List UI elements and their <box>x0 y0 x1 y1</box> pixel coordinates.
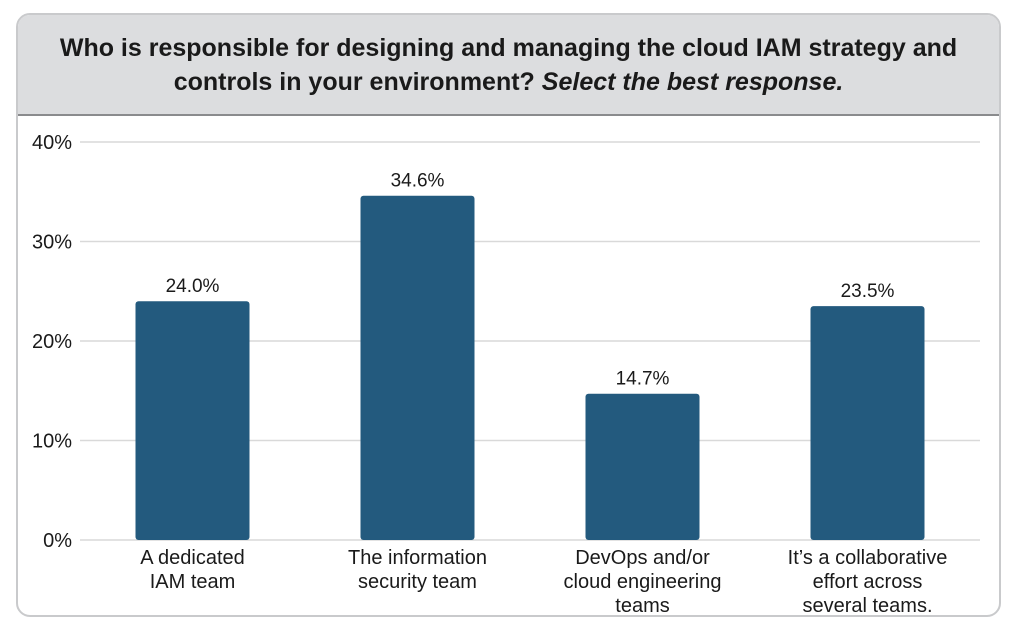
chart-title-line-2-text: controls in your environment? <box>173 67 535 96</box>
category-label: A dedicated <box>140 547 245 569</box>
chart-subtitle: Select the best response. <box>541 67 844 96</box>
bar <box>585 393 700 540</box>
data-label: 14.7% <box>616 369 670 390</box>
category-label: cloud engineering <box>564 571 722 593</box>
y-tick-label: 0% <box>43 530 72 552</box>
chart-title-line-1: Who is responsible for designing and man… <box>59 33 958 62</box>
category-label: security team <box>358 571 477 593</box>
chart-header: Who is responsible for designing and man… <box>18 15 999 114</box>
bar <box>810 306 925 540</box>
category-label: The information <box>348 547 487 569</box>
data-label: 34.6% <box>391 171 445 192</box>
category-label: effort across <box>813 571 923 593</box>
y-tick-label: 40% <box>32 132 72 154</box>
category-label: DevOps and/or <box>575 547 710 569</box>
category-label: IAM team <box>150 571 236 593</box>
category-label: several teams. <box>802 595 932 617</box>
y-tick-label: 10% <box>32 431 72 453</box>
bar <box>360 195 475 540</box>
data-label: 24.0% <box>166 276 220 297</box>
chart-title-line-2: controls in your environment? Select the… <box>174 65 844 99</box>
chart-area: 0% 10% 20% 30% 40% 24.0% A dedicated IAM team 34… <box>18 114 999 617</box>
data-label: 23.5% <box>841 281 895 302</box>
category-label: It’s a collaborative <box>788 547 948 569</box>
category-label: teams <box>615 595 669 617</box>
y-tick-label: 20% <box>32 331 72 353</box>
y-tick-label: 30% <box>32 232 72 254</box>
bar <box>135 301 250 540</box>
chart-card: Who is responsible for designing and man… <box>16 13 1001 617</box>
